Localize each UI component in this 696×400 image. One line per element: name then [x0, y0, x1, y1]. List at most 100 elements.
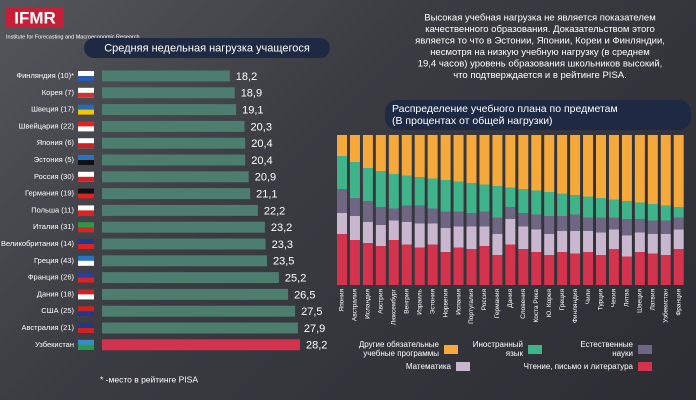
y-tick-label: Великобритания (14) [1, 239, 75, 248]
footnote: * -место в рейтинге PISA [100, 374, 198, 384]
bar-segment [362, 243, 373, 285]
logo-subtitle: Institute for Forecasting and Macroecono… [6, 34, 140, 40]
bar-segment [531, 214, 542, 230]
bar-segment [492, 186, 503, 218]
bar-segment [401, 135, 412, 176]
flag-stripe [78, 109, 94, 115]
legend-swatch [638, 344, 652, 354]
value-label: 27,9 [304, 323, 325, 335]
bar-segment [583, 135, 594, 197]
legend-item: Другие обязательные учебные программы [300, 340, 458, 358]
bar-segment [647, 220, 658, 234]
bar-segment [440, 211, 451, 228]
bar-segment [673, 217, 684, 230]
bar-segment [427, 223, 438, 245]
bar-segment [349, 198, 360, 216]
intro-text: Высокая учебная нагрузка не является пок… [424, 13, 655, 24]
value-label: 20,3 [251, 121, 272, 133]
bar-segment [544, 216, 555, 234]
bar-segment [388, 240, 399, 285]
bar [102, 288, 289, 300]
bar-segment [375, 135, 386, 171]
y-tick-label: Корея (7) [42, 88, 75, 97]
bar-segment [531, 252, 542, 285]
bar-segment [414, 223, 425, 248]
x-tick-label: Норвегия [442, 289, 449, 318]
x-tick-label: Словения [520, 289, 527, 319]
bar [102, 305, 296, 317]
bar-segment [583, 217, 594, 231]
bar-segment [596, 135, 606, 198]
bar-segment [557, 193, 568, 216]
x-tick-label: Испания [455, 289, 462, 315]
legend-item: Иностранный язык [470, 340, 542, 358]
bar-segment [453, 247, 464, 285]
legend-label: Другие обязательные учебные программы [358, 340, 439, 358]
bar-segment [492, 255, 503, 285]
logo-box [6, 8, 64, 28]
bar-segment [634, 252, 645, 285]
flag-stripe [78, 143, 94, 149]
bar-segment [349, 240, 360, 285]
x-tick-label: Япония [339, 289, 346, 312]
bar-segment [608, 249, 619, 285]
bar-segment [466, 183, 477, 213]
bar-segment [362, 168, 373, 201]
bar-segment [401, 175, 412, 206]
bar-segment [401, 222, 412, 245]
bar-segment [505, 187, 516, 207]
flag-stripe [78, 294, 94, 300]
bar-segment [596, 198, 606, 218]
bar-segment [518, 249, 529, 285]
bar-segment [492, 217, 503, 234]
bar-segment [505, 207, 516, 219]
bar [102, 339, 300, 351]
legend-label: Иностранный язык [472, 340, 523, 358]
bar-segment [388, 135, 399, 174]
bar-segment [544, 234, 555, 255]
bar-segment [544, 255, 555, 285]
y-tick-label: Италия (31) [33, 222, 74, 231]
bar-segment [492, 135, 503, 186]
bar-segment [375, 225, 386, 246]
x-tick-label: Турция [598, 289, 605, 311]
title-pill [84, 38, 330, 58]
legend-swatch [444, 344, 458, 354]
bar-segment [634, 202, 645, 219]
value-label: 27,5 [301, 306, 322, 318]
bar-segment [427, 135, 438, 179]
bar-segment [583, 231, 594, 252]
bar-segment [673, 135, 684, 207]
x-tick-label: Ю. Корея [546, 289, 553, 318]
chart-title: Распределение учебного плана по предмета… [392, 103, 618, 115]
bar [102, 322, 298, 334]
bar-segment [440, 135, 451, 180]
bar-segment [621, 235, 632, 257]
bar-segment [479, 184, 490, 212]
bar-segment [608, 199, 619, 218]
bar-segment [427, 244, 438, 285]
bar-segment [544, 135, 555, 192]
bar-segment [479, 135, 490, 185]
y-tick-label: Польша (11) [31, 205, 74, 214]
y-tick-label: Финляндия (10)* [16, 71, 74, 80]
bar-segment [660, 220, 671, 234]
bar-segment [440, 252, 451, 285]
y-tick-label: США (25) [41, 306, 74, 315]
value-label: 21,1 [256, 189, 277, 201]
bar-segment [608, 217, 619, 230]
value-label: 28,2 [306, 340, 327, 352]
x-tick-label: Финляндия [572, 289, 579, 323]
bar-segment [647, 234, 658, 254]
bar-segment [570, 231, 581, 254]
bar-segment [337, 189, 347, 213]
bar-segment [570, 253, 581, 285]
bar-segment [337, 135, 347, 156]
bar-segment [401, 205, 412, 222]
bar-segment [414, 247, 425, 285]
bar-segment [414, 177, 425, 206]
bar [102, 221, 265, 233]
intro-text: качественного образования. Доказательств… [425, 24, 655, 35]
bar-segment [570, 135, 581, 195]
x-tick-label: Австралия [352, 289, 359, 322]
